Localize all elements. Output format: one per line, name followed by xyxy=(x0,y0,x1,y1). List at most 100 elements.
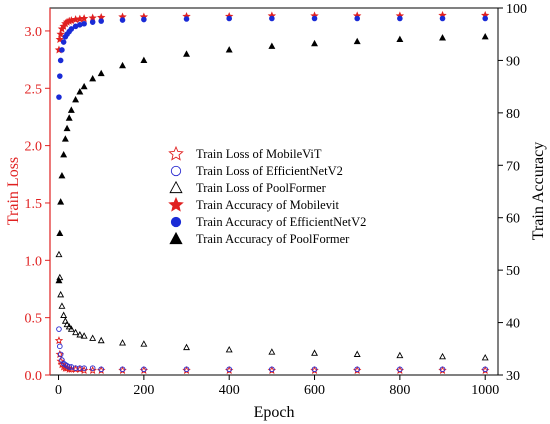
data-point xyxy=(57,198,65,205)
x-tick-label: 400 xyxy=(219,383,240,398)
legend-label: Train Loss of EfficientNetV2 xyxy=(196,164,343,178)
series-5 xyxy=(56,15,488,100)
series-6 xyxy=(55,33,489,284)
data-point xyxy=(269,15,275,22)
left-y-tick-label: 1.0 xyxy=(25,254,43,269)
data-point xyxy=(68,26,75,32)
data-point xyxy=(65,114,73,121)
data-point xyxy=(81,20,87,27)
right-y-tick-label: 50 xyxy=(506,264,520,279)
x-tick-label: 800 xyxy=(389,383,410,398)
legend-label: Train Accuracy of PoolFormer xyxy=(196,232,350,246)
data-point xyxy=(119,366,126,373)
data-point xyxy=(119,17,126,23)
x-tick-label: 1000 xyxy=(471,383,499,398)
data-point xyxy=(353,350,361,357)
data-point xyxy=(89,334,97,341)
left-y-tick-label: 0.0 xyxy=(25,369,43,384)
data-point xyxy=(119,61,127,69)
x-tick-label: 600 xyxy=(304,383,325,398)
right-y-axis-title: Train Accuracy xyxy=(530,142,547,241)
left-y-tick-label: 1.5 xyxy=(25,197,43,212)
right-y-tick-label: 30 xyxy=(506,369,520,384)
data-point xyxy=(72,328,80,336)
right-y-tick-label: 70 xyxy=(506,159,520,174)
legend: Train Loss of MobileViT Train Loss of Eff… xyxy=(168,145,366,246)
legend-label: Train Accuracy of EfficientNetV2 xyxy=(196,215,366,229)
data-point xyxy=(61,317,69,324)
data-point xyxy=(57,57,64,64)
data-point xyxy=(482,366,488,373)
data-point xyxy=(98,18,104,24)
data-point xyxy=(98,366,104,373)
data-point xyxy=(481,353,489,361)
series-3 xyxy=(55,250,489,361)
data-point xyxy=(439,15,446,22)
data-point xyxy=(65,323,73,330)
data-point xyxy=(311,349,319,356)
data-point xyxy=(55,349,65,358)
data-point xyxy=(397,366,403,373)
data-point xyxy=(89,19,96,25)
data-point xyxy=(141,366,147,373)
data-point xyxy=(60,150,68,158)
data-point xyxy=(67,106,75,113)
data-point xyxy=(183,16,190,22)
data-point xyxy=(80,82,88,90)
right-y-tick-label: 60 xyxy=(506,212,520,227)
left-y-axis-title: Train Loss xyxy=(5,157,22,225)
left-y-tick-label: 3.0 xyxy=(25,25,43,40)
data-point xyxy=(57,73,63,79)
data-point xyxy=(354,366,360,373)
left-y-tick-label: 2.5 xyxy=(25,82,43,97)
data-point xyxy=(58,302,66,309)
data-point xyxy=(56,29,65,38)
data-point xyxy=(54,336,64,345)
legend-label: Train Accuracy of Mobilevit xyxy=(196,198,339,212)
data-point xyxy=(63,124,71,132)
right-y-tick-label: 40 xyxy=(506,317,520,332)
data-point xyxy=(268,42,276,49)
legend-marker xyxy=(169,231,183,245)
series-2 xyxy=(56,326,488,373)
data-point xyxy=(55,250,63,258)
data-point xyxy=(67,325,75,332)
data-point xyxy=(353,37,361,45)
data-point xyxy=(439,352,447,360)
data-point xyxy=(396,35,404,43)
data-point xyxy=(140,340,148,347)
data-point xyxy=(481,33,489,40)
data-point xyxy=(80,332,88,339)
data-point xyxy=(397,15,403,22)
data-point xyxy=(57,343,63,350)
data-point xyxy=(57,290,65,298)
data-point xyxy=(56,94,62,100)
data-point xyxy=(226,15,232,22)
data-point xyxy=(119,339,127,346)
data-points-layer xyxy=(54,10,490,374)
data-point xyxy=(55,276,63,284)
legend-marker xyxy=(170,165,182,177)
data-point xyxy=(57,351,64,358)
data-point xyxy=(268,348,276,355)
legend-marker xyxy=(168,145,184,161)
data-point xyxy=(311,15,318,22)
data-point xyxy=(311,39,319,47)
data-point xyxy=(72,95,80,103)
ticks-layer: 0 200 400 600 800 1000 0.0 0.5 1.0 1.5 2.0 2.5 3.0 30… xyxy=(25,2,528,398)
right-y-tick-label: 90 xyxy=(506,54,520,69)
data-point xyxy=(60,39,67,45)
legend-label: Train Loss of MobileViT xyxy=(196,147,322,161)
data-point xyxy=(140,56,148,64)
x-tick-label: 200 xyxy=(133,383,154,398)
data-point xyxy=(183,343,191,351)
data-point xyxy=(56,229,64,237)
data-point xyxy=(225,46,233,53)
data-point xyxy=(226,366,232,373)
data-point xyxy=(89,74,97,82)
data-point xyxy=(81,365,87,371)
data-point xyxy=(482,15,488,22)
